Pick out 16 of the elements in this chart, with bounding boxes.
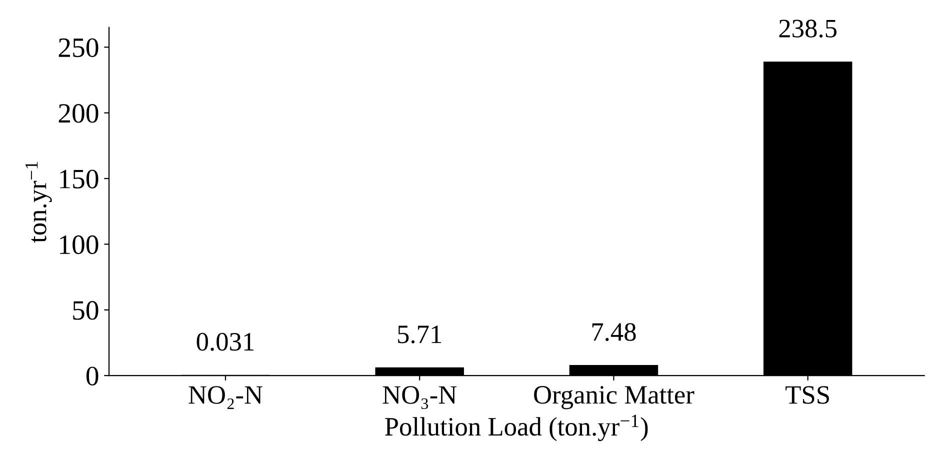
y-tick-label: 250 xyxy=(58,38,98,58)
y-axis-title: ton.yr$^{−1}$ xyxy=(25,162,52,243)
x-axis-title: Pollution Load (ton.yr$^{−1}$) xyxy=(385,414,648,442)
x-tick-label: NO₃-N xyxy=(382,386,457,410)
x-tick-label: NO₂-N xyxy=(188,386,262,409)
data-label: 238.5 xyxy=(779,20,836,38)
data-label: 0.031 xyxy=(196,332,254,351)
y-tick-label: 50 xyxy=(73,301,98,320)
y-tick-label: 150 xyxy=(60,170,98,188)
y-tick-label: 100 xyxy=(60,235,98,254)
y-tick-label: 0 xyxy=(86,366,98,386)
data-label: 7.48 xyxy=(592,323,636,342)
x-tick-label: TSS xyxy=(786,386,829,404)
y-tick-label: 200 xyxy=(58,104,98,123)
x-tick-label: Organic Matter xyxy=(534,386,694,410)
data-label: 5.71 xyxy=(398,326,442,344)
